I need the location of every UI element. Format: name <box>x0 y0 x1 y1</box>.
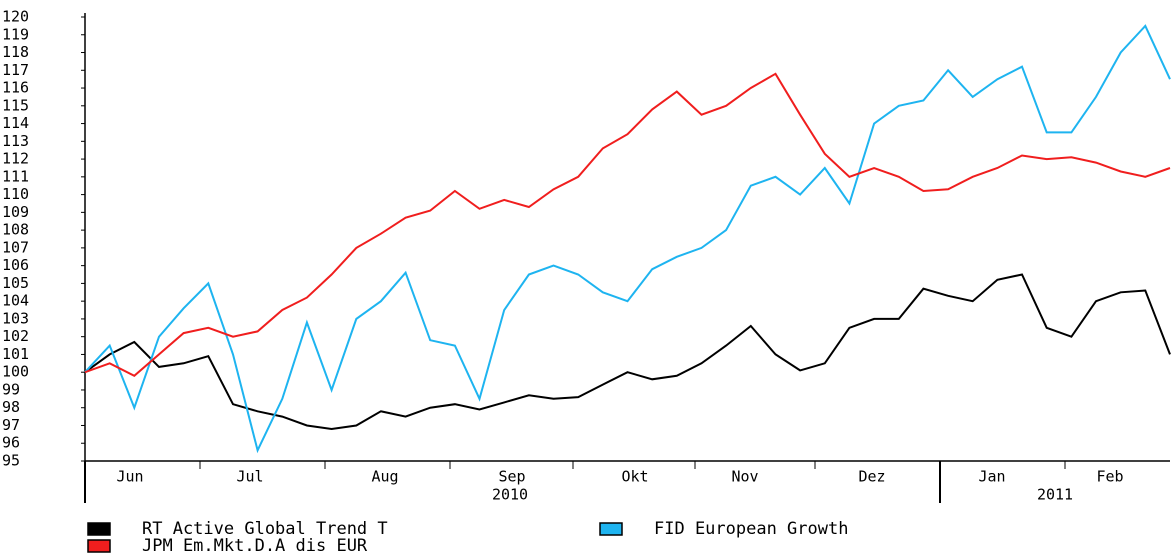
year-label: 2010 <box>492 486 528 504</box>
legend-swatch <box>87 539 111 553</box>
y-tick-label: 107 <box>2 238 29 256</box>
y-tick-label: 106 <box>2 256 29 274</box>
series-line <box>84 72 1171 377</box>
x-tick-label: Sep <box>498 468 525 486</box>
y-tick-label: 104 <box>2 292 29 310</box>
y-tick-label: 120 <box>2 8 29 26</box>
x-tick-label: Jun <box>116 468 143 486</box>
x-tick-label: Aug <box>371 468 398 486</box>
y-tick-label: 98 <box>2 398 20 416</box>
x-tick-label: Nov <box>731 468 758 486</box>
y-tick-label: 112 <box>2 150 29 168</box>
y-tick-label: 114 <box>2 114 29 132</box>
y-tick-label: 119 <box>2 25 29 43</box>
legend-label: JPM Em.Mkt.D.A dis EUR <box>142 536 368 553</box>
series-line <box>84 273 1171 431</box>
y-tick-label: 101 <box>2 345 29 363</box>
y-tick-label: 108 <box>2 221 29 239</box>
year-label: 2011 <box>1037 486 1073 504</box>
legend-label: RT Active Global Trend T <box>142 519 388 539</box>
y-tick-label: 111 <box>2 167 29 185</box>
y-tick-label: 102 <box>2 327 29 345</box>
y-tick-label: 103 <box>2 309 29 327</box>
x-tick-label: Jan <box>978 468 1005 486</box>
y-tick-label: 105 <box>2 274 29 292</box>
x-tick-label: Okt <box>621 468 648 486</box>
y-tick-label: 95 <box>2 452 20 470</box>
x-tick-label: Dez <box>858 468 885 486</box>
y-tick-label: 96 <box>2 434 20 452</box>
y-tick-label: 110 <box>2 185 29 203</box>
legend-swatch <box>599 522 623 536</box>
y-tick-label: 116 <box>2 79 29 97</box>
series-line <box>84 24 1171 454</box>
x-tick-label: Feb <box>1096 468 1123 486</box>
y-tick-label: 100 <box>2 363 29 381</box>
y-tick-label: 115 <box>2 96 29 114</box>
legend-label: FID European Growth <box>654 519 848 539</box>
x-tick-label: Jul <box>236 468 263 486</box>
y-tick-label: 97 <box>2 416 20 434</box>
y-tick-label: 99 <box>2 380 20 398</box>
y-tick-label: 118 <box>2 43 29 61</box>
y-tick-label: 117 <box>2 61 29 79</box>
legend-swatch <box>87 522 111 536</box>
y-tick-label: 113 <box>2 132 29 150</box>
y-tick-label: 109 <box>2 203 29 221</box>
